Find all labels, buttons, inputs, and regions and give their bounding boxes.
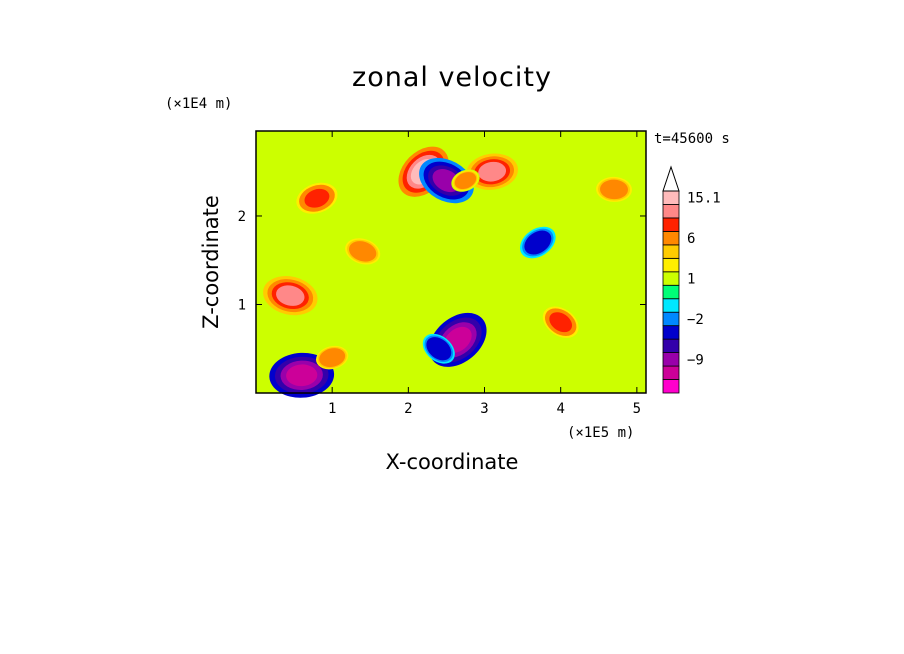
colorbar-swatch [662,338,680,353]
x-tick-label: 1 [328,401,336,417]
colorbar-tick-label: −9 [687,352,704,368]
contour-region [602,181,627,198]
contour-region [276,285,305,306]
contour-region [320,349,344,366]
y-axis-label: Z-coordinate [199,195,223,329]
colorbar-swatch [662,244,680,259]
colorbar-tick-label: 6 [687,231,695,247]
colorbar-swatch [662,311,680,327]
y-tick-label: 2 [238,209,246,225]
velocity-blobs [263,146,633,398]
colorbar: 15.1 6 1 −2 −9 [662,165,721,394]
x-tick-label: 4 [556,401,564,417]
colorbar-tick-label: −2 [687,312,704,328]
colorbar-swatch [662,217,680,232]
colorbar-swatch [662,284,680,300]
colorbar-swatch [662,271,680,286]
y-axis: 12 [238,209,646,313]
contour-region [478,161,507,182]
x-tick-label: 3 [480,401,488,417]
contour-region [350,242,375,261]
contour-region [286,364,318,387]
colorbar-arrow [662,165,680,192]
colorbar-swatch [662,230,680,246]
contour-region [304,188,330,208]
colorbar-swatch [662,298,680,313]
colorbar-tick-label: 15.1 [687,191,721,207]
y-tick-label: 1 [238,297,246,313]
x-tick-label: 2 [404,401,412,417]
plot-frame [255,130,647,394]
contour-field [256,131,646,398]
chart-title: zonal velocity [352,62,552,93]
contour-region [428,338,450,359]
contour-region [549,312,573,333]
contour-region [454,172,477,190]
colorbar-swatch [662,257,680,273]
time-label: t=45600 s [654,131,730,147]
colorbar-swatch [662,365,680,380]
colorbar-swatch [662,379,680,394]
x-axis-label: X-coordinate [386,450,519,474]
colorbar-swatch [662,190,680,205]
x-unit-label: (×1E5 m) [567,425,634,441]
colorbar-swatch [662,352,680,367]
colorbar-swatch [662,325,680,340]
colorbar-tick-label: 1 [687,272,695,288]
y-unit-label: (×1E4 m) [165,96,232,112]
colorbar-swatch [662,204,680,219]
x-axis: 1 2 3 4 5 [328,131,641,417]
contour-region [526,232,550,253]
x-tick-label: 5 [633,401,641,417]
